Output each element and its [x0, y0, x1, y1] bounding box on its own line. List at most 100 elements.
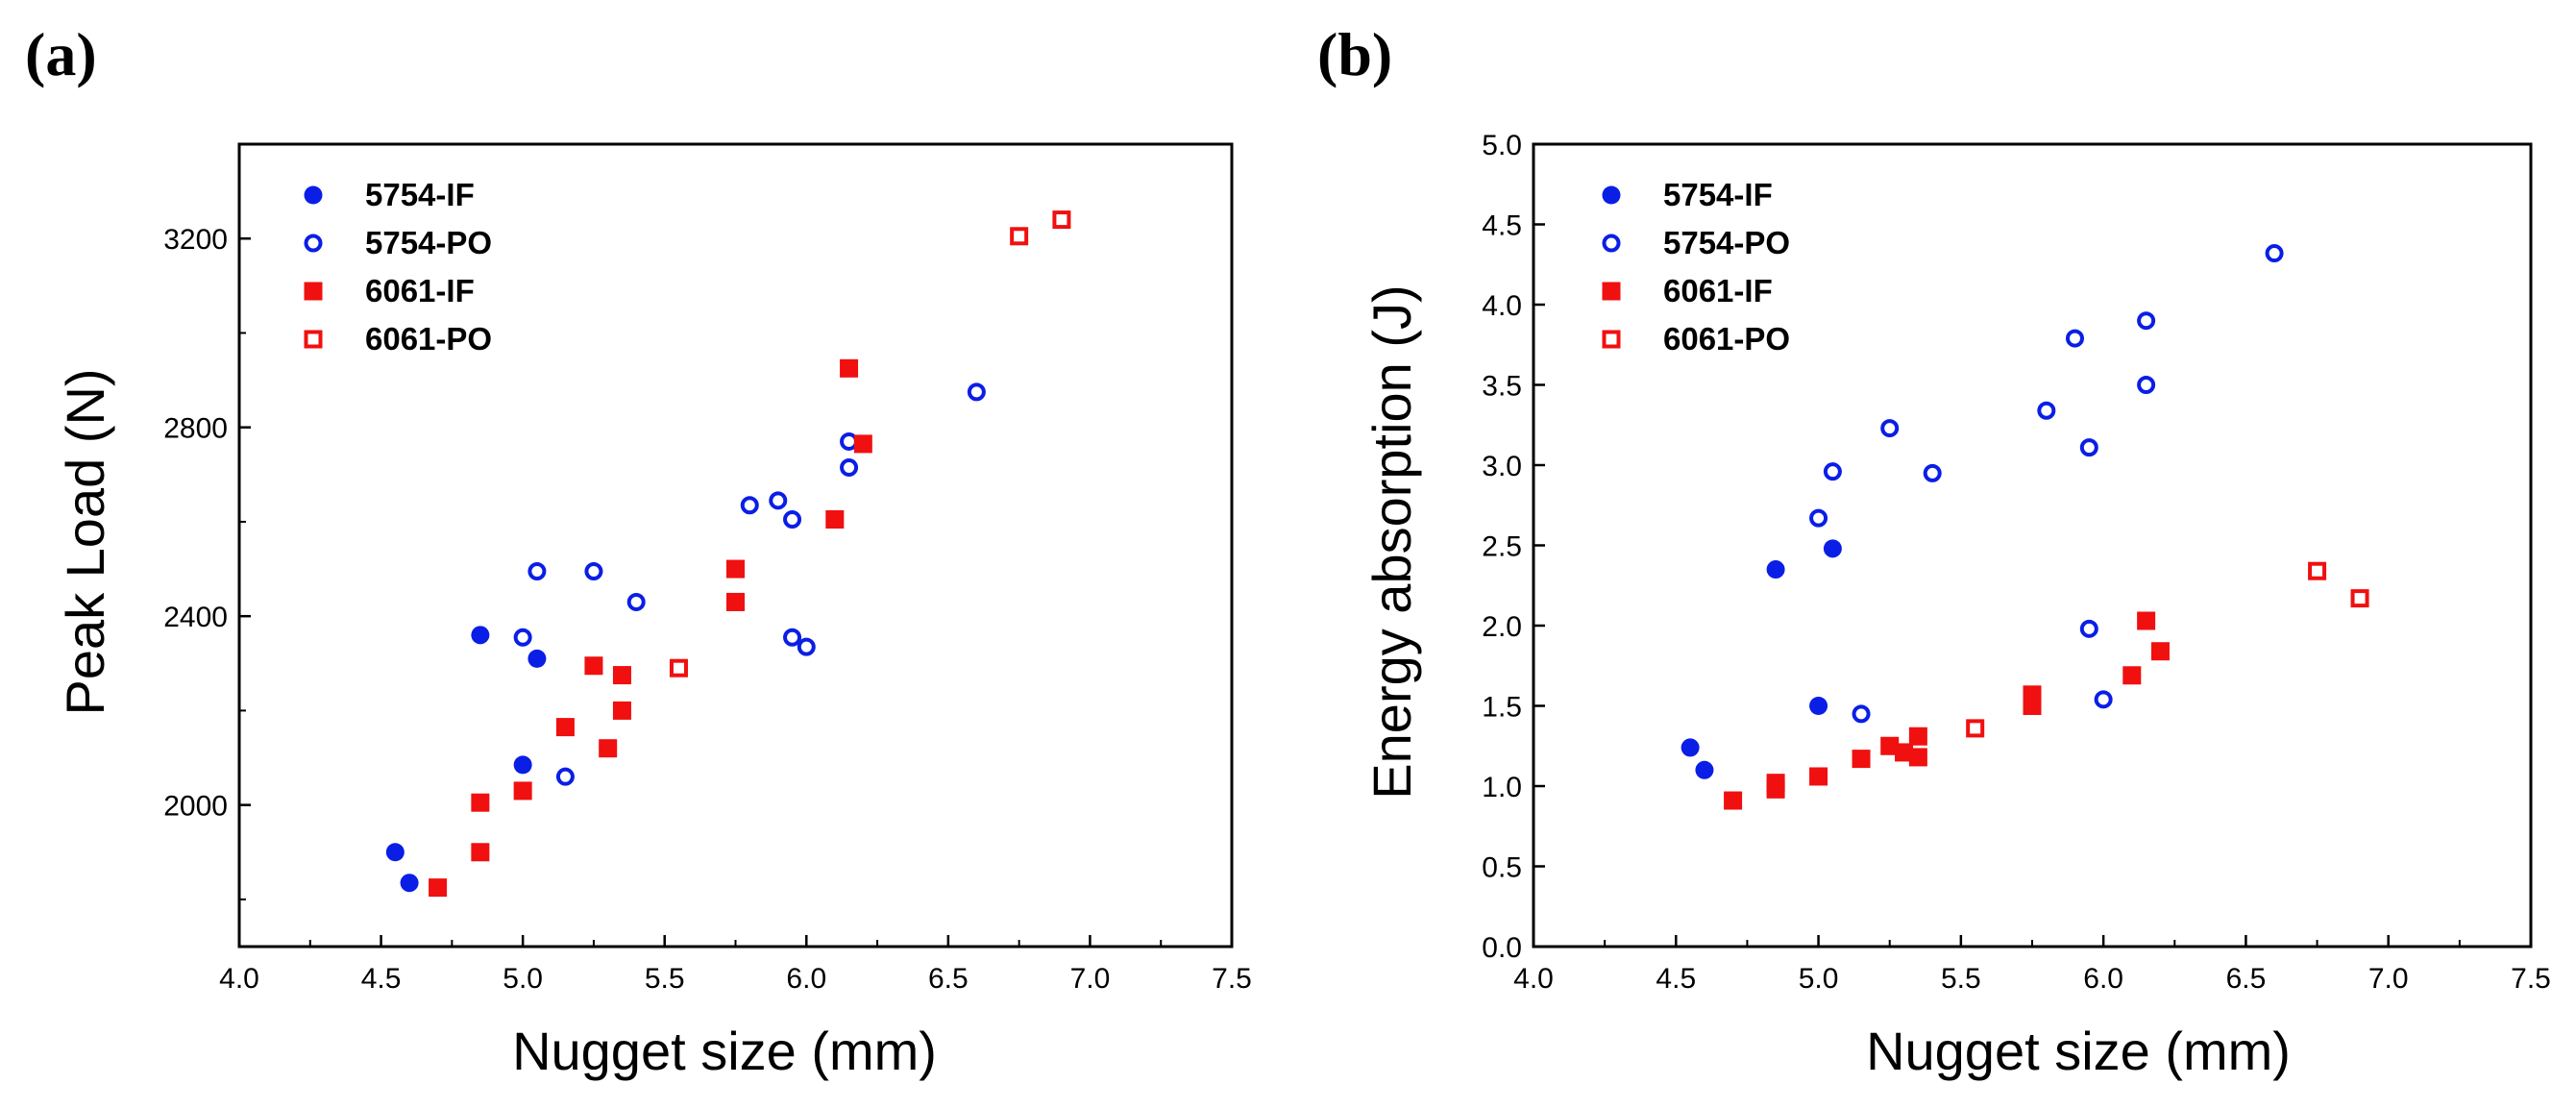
y-tick-label: 2400 [163, 602, 228, 633]
x-tick-label: 5.0 [1799, 963, 1839, 995]
point-6061-if [726, 559, 745, 579]
point-5754-po [2094, 690, 2113, 709]
x-tick-label: 7.5 [2511, 963, 2551, 995]
x-axis-title: Nugget size (mm) [1866, 1021, 2291, 1081]
point-6061-if [1724, 791, 1743, 810]
legend-label-5754-if: 5754-IF [365, 177, 475, 212]
y-tick-label: 0.0 [1482, 932, 1522, 964]
data-points [1681, 244, 2369, 810]
point-6061-if [429, 878, 448, 898]
panel-b: (b) Nugget size (mm) Energy absorption (… [1317, 20, 2551, 1081]
point-5754-po [1852, 704, 1871, 724]
x-tick-label: 6.0 [2083, 963, 2123, 995]
legend-label-6061-po: 6061-PO [365, 321, 492, 357]
y-tick-label: 2000 [163, 791, 228, 823]
point-6061-if [825, 509, 845, 529]
point-6061-if [1895, 743, 1914, 762]
point-5754-if [1823, 539, 1842, 558]
point-6061-po [1010, 227, 1029, 246]
x-tick-label: 5.5 [1941, 963, 1981, 995]
point-6061-if [1880, 736, 1900, 755]
point-5754-po [2037, 401, 2056, 420]
point-6061-if [1766, 779, 1785, 799]
point-6061-if [555, 718, 575, 737]
point-5754-po [527, 562, 547, 581]
panel-label: (b) [1317, 20, 1392, 88]
legend-label-6061-if: 6061-IF [365, 273, 475, 308]
point-5754-if [513, 755, 532, 775]
y-tick-label: 2.0 [1482, 611, 1522, 643]
point-6061-if [1908, 748, 1927, 767]
y-tick-label: 3.5 [1482, 371, 1522, 403]
point-6061-if [2137, 611, 2156, 630]
plot-frame [237, 142, 1234, 949]
y-tick-label: 4.5 [1482, 210, 1522, 242]
x-tick-label: 5.5 [645, 963, 685, 995]
y-tick-label: 2.5 [1482, 531, 1522, 563]
point-6061-po [1052, 210, 1071, 230]
point-6061-if [471, 793, 490, 812]
plot-frame [1532, 142, 2533, 949]
panel-a: (a) Nugget size (mm) Peak Load (N) 4.0 4.… [25, 20, 1252, 1081]
y-tick-label: 4.0 [1482, 290, 1522, 322]
point-6061-if [471, 843, 490, 862]
point-5754-po [840, 431, 859, 451]
x-tick-label: 7.5 [1212, 963, 1252, 995]
point-5754-po [740, 496, 759, 515]
point-6061-if [853, 434, 872, 454]
x-tick-label: 6.5 [2226, 963, 2267, 995]
x-tick-label: 4.5 [1656, 963, 1696, 995]
point-6061-po [669, 658, 688, 678]
tick-labels: 4.0 4.5 5.0 5.5 6.0 6.5 7.0 7.5 2000 2400 2800 3200 [163, 224, 1252, 995]
point-6061-if [584, 656, 603, 676]
y-tick-label: 1.5 [1482, 692, 1522, 724]
point-6061-if [1852, 750, 1871, 769]
legend-marker-6061-if [1602, 282, 1621, 301]
x-tick-label: 7.0 [2368, 963, 2409, 995]
point-5754-po [555, 767, 575, 786]
point-5754-if [1809, 697, 1828, 715]
legend-label-6061-if: 6061-IF [1663, 273, 1773, 308]
point-5754-if [527, 649, 547, 668]
point-5754-if [385, 843, 405, 862]
point-5754-if [400, 874, 419, 893]
point-5754-po [2137, 311, 2156, 331]
legend-marker-5754-if [1602, 185, 1621, 205]
point-5754-po [1809, 508, 1828, 528]
x-axis-title: Nugget size (mm) [512, 1021, 937, 1081]
point-5754-po [626, 592, 646, 611]
point-5754-if [1766, 560, 1785, 579]
point-6061-if [726, 592, 745, 611]
y-axis-title: Energy absorption (J) [1362, 284, 1422, 799]
point-6061-if [513, 781, 532, 801]
point-5754-po [769, 491, 788, 510]
point-5754-po [783, 509, 802, 529]
point-5754-po [1823, 462, 1842, 481]
legend-label-6061-po: 6061-PO [1663, 321, 1790, 357]
x-tick-label: 4.0 [219, 963, 259, 995]
legend: 5754-IF 5754-PO 6061-IF 6061-PO [1602, 177, 1790, 357]
legend-marker-5754-po [1602, 234, 1621, 253]
legend-marker-5754-if [304, 185, 323, 205]
legend: 5754-IF 5754-PO 6061-IF 6061-PO [304, 177, 492, 357]
point-5754-if [471, 626, 490, 645]
y-axis-title: Peak Load (N) [55, 368, 115, 715]
point-5754-po [840, 457, 859, 477]
point-6061-if [840, 358, 859, 378]
axis-ticks [1532, 142, 2533, 949]
point-5754-po [2079, 438, 2098, 457]
y-tick-label: 2800 [163, 413, 228, 445]
point-5754-po [513, 628, 532, 647]
point-6061-po [2350, 589, 2369, 608]
data-points [385, 210, 1071, 898]
point-6061-if [612, 666, 631, 685]
tick-labels: 4.0 4.5 5.0 5.5 6.0 6.5 7.0 7.5 0.0 0.5 1.0 1.5 2.0 2… [1482, 130, 2551, 995]
y-tick-label: 3200 [163, 224, 228, 256]
point-5754-po [2265, 244, 2284, 263]
x-tick-label: 6.0 [786, 963, 826, 995]
point-5754-if [1681, 738, 1700, 757]
point-6061-if [1809, 767, 1828, 786]
point-5754-po [797, 637, 816, 656]
point-5754-po [1880, 419, 1900, 438]
